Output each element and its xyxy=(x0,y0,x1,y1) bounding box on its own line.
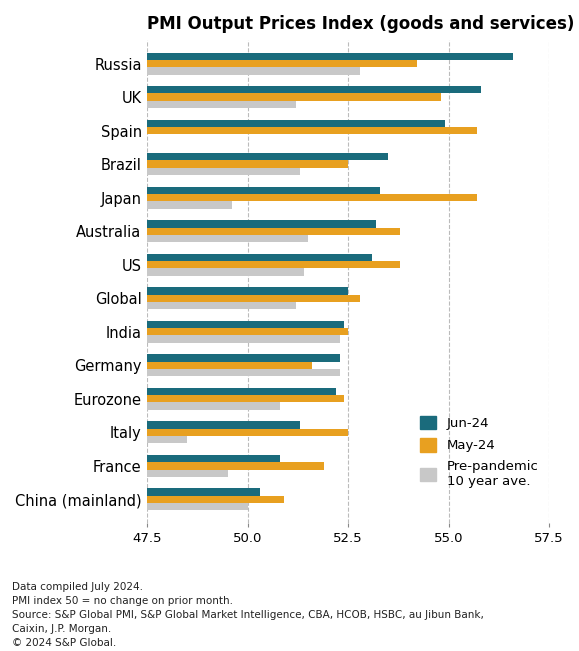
Bar xyxy=(147,328,348,335)
Bar xyxy=(147,201,232,209)
Bar xyxy=(147,455,280,462)
Bar xyxy=(147,220,376,227)
Bar xyxy=(147,402,280,410)
Bar xyxy=(147,254,372,261)
Text: PMI Output Prices Index (goods and services): PMI Output Prices Index (goods and servi… xyxy=(147,15,574,33)
Bar xyxy=(147,127,477,134)
Bar xyxy=(147,361,312,369)
Bar xyxy=(147,369,340,376)
Bar xyxy=(147,302,296,309)
Bar xyxy=(147,321,344,328)
Bar xyxy=(147,503,248,510)
Bar xyxy=(147,469,228,477)
Bar xyxy=(147,235,308,242)
Bar xyxy=(147,160,348,168)
Bar xyxy=(147,462,324,469)
Bar xyxy=(147,153,389,160)
Bar xyxy=(147,421,300,428)
Bar xyxy=(147,261,401,268)
Bar xyxy=(147,428,348,436)
Bar xyxy=(147,335,340,343)
Bar xyxy=(147,194,477,201)
Bar xyxy=(147,268,304,276)
Bar xyxy=(147,488,260,495)
Bar xyxy=(147,67,360,75)
Bar xyxy=(147,93,441,101)
Legend: Jun-24, May-24, Pre-pandemic
10 year ave.: Jun-24, May-24, Pre-pandemic 10 year ave… xyxy=(416,412,543,492)
Bar xyxy=(147,168,300,175)
Bar xyxy=(147,495,284,503)
Bar xyxy=(147,187,380,194)
Bar xyxy=(147,53,513,60)
Bar xyxy=(147,101,296,108)
Bar xyxy=(147,120,445,127)
Bar xyxy=(147,395,344,402)
Text: Data compiled July 2024.
PMI index 50 = no change on prior month.
Source: S&P Gl: Data compiled July 2024. PMI index 50 = … xyxy=(12,582,483,648)
Bar xyxy=(147,294,360,302)
Bar xyxy=(147,60,416,67)
Bar xyxy=(147,227,401,235)
Bar xyxy=(147,354,340,361)
Bar xyxy=(147,436,188,443)
Bar xyxy=(147,388,336,395)
Bar xyxy=(147,86,481,93)
Bar xyxy=(147,287,348,294)
